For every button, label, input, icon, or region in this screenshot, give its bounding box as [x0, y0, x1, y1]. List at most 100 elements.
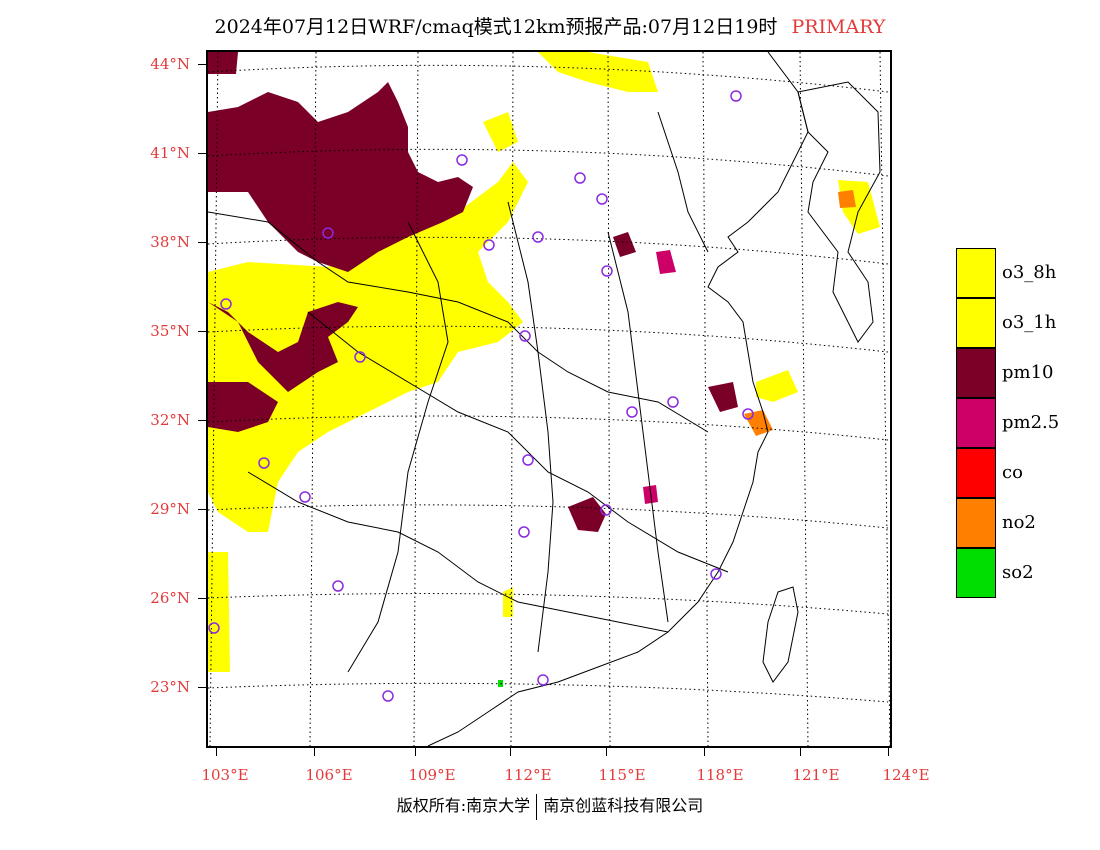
primary-tag: PRIMARY — [791, 16, 886, 38]
pm10-region-beijing — [613, 232, 636, 257]
lat-label-29: 29°N — [150, 500, 190, 518]
province-border-3 — [247, 471, 669, 633]
copyright-footer: 版权所有:南京大学 南京创蓝科技有限公司 — [0, 792, 1100, 820]
title-text: 2024年07月12日WRF/cmaq模式12km预报产品:07月12日19时 — [214, 16, 778, 38]
lat-label-23: 23°N — [150, 678, 190, 696]
station-marker — [600, 504, 612, 516]
lat-tick — [198, 331, 206, 332]
station-marker — [354, 351, 366, 363]
station-marker — [601, 265, 613, 277]
province-border-2 — [307, 311, 729, 573]
legend-swatch-so2 — [956, 548, 996, 598]
legend-label: co — [1002, 462, 1023, 483]
pollutant-layer — [208, 52, 880, 687]
legend-swatch-pm10 — [956, 348, 996, 398]
station-marker — [522, 454, 534, 466]
station-marker — [537, 674, 549, 686]
station-marker — [596, 193, 608, 205]
station-marker — [208, 622, 220, 634]
pm10-region-central — [568, 497, 606, 532]
footer-divider — [536, 793, 538, 820]
lon-label-124: 124°E — [882, 766, 930, 784]
legend-label: no2 — [1002, 512, 1036, 533]
station-marker — [258, 457, 270, 469]
no2-region-shanghai — [744, 410, 773, 436]
lon-tick — [216, 748, 217, 756]
lon-tick — [510, 748, 511, 756]
pm10-region-east — [708, 382, 738, 412]
province-border-7 — [657, 111, 709, 253]
lat-label-26: 26°N — [150, 589, 190, 607]
station-marker — [710, 568, 722, 580]
lon-label-115: 115°E — [598, 766, 646, 784]
station-marker — [322, 227, 334, 239]
lat-tick — [198, 153, 206, 154]
station-marker — [332, 580, 344, 592]
legend-label: pm2.5 — [1002, 412, 1060, 433]
station-marker — [518, 526, 530, 538]
coastline — [427, 52, 809, 746]
province-border-5 — [507, 201, 554, 653]
station-marker — [532, 231, 544, 243]
legend-label: o3_8h — [1002, 262, 1057, 283]
graticule — [208, 52, 890, 746]
lon-tick — [606, 748, 607, 756]
station-marker — [626, 406, 638, 418]
pm10-region-north — [208, 82, 473, 272]
boundaries — [208, 52, 881, 746]
o3-region-north-2 — [483, 112, 518, 152]
province-border-6 — [607, 231, 669, 623]
station-marker — [220, 298, 232, 310]
lon-tick — [314, 748, 315, 756]
lon-tick — [704, 748, 705, 756]
station-marker — [667, 396, 679, 408]
no2-region-korea — [838, 190, 856, 208]
station-marker — [382, 690, 394, 702]
lon-label-118: 118°E — [696, 766, 744, 784]
legend-swatch-o3-8h — [956, 248, 996, 298]
station-marker — [519, 330, 531, 342]
station-marker — [456, 154, 468, 166]
province-border-1 — [208, 211, 709, 433]
lon-label-109: 109°E — [408, 766, 456, 784]
legend-label: o3_1h — [1002, 312, 1057, 333]
legend-swatch-pm25 — [956, 398, 996, 448]
o3-region-west — [208, 162, 528, 532]
forecast-map — [206, 50, 892, 748]
lon-tick — [888, 748, 889, 756]
lon-label-103: 103°E — [201, 766, 249, 784]
lat-label-38: 38°N — [150, 233, 190, 251]
o3-region-north — [538, 52, 658, 92]
lat-label-41: 41°N — [150, 144, 190, 162]
legend-swatch-co — [956, 448, 996, 498]
lat-label-35: 35°N — [150, 322, 190, 340]
station-marker — [742, 408, 754, 420]
korea-peninsula — [797, 81, 881, 343]
lat-tick — [198, 687, 206, 688]
station-markers — [208, 90, 754, 702]
copyright-left: 版权所有:南京大学 — [396, 796, 531, 815]
lon-label-121: 121°E — [792, 766, 840, 784]
lat-tick — [198, 242, 206, 243]
lat-tick — [198, 64, 206, 65]
o3-region-east — [756, 370, 798, 402]
legend-swatch-o3-1h — [956, 298, 996, 348]
lat-tick — [198, 598, 206, 599]
pm10-region-north-top — [208, 52, 238, 74]
lon-tick — [415, 748, 416, 756]
pm25-region-east — [656, 250, 676, 274]
legend-label: so2 — [1002, 562, 1034, 583]
lon-label-112: 112°E — [504, 766, 552, 784]
lat-tick — [198, 420, 206, 421]
lat-tick — [198, 509, 206, 510]
pm10-region-west — [208, 302, 358, 392]
lat-label-32: 32°N — [150, 411, 190, 429]
station-marker — [574, 172, 586, 184]
pm10-region-southwest — [208, 382, 278, 432]
copyright-right: 南京创蓝科技有限公司 — [543, 796, 704, 815]
o3-region-south — [208, 552, 230, 672]
legend-label: pm10 — [1002, 362, 1054, 383]
legend-swatch-no2 — [956, 498, 996, 548]
taiwan-island — [762, 586, 799, 683]
station-marker — [299, 491, 311, 503]
